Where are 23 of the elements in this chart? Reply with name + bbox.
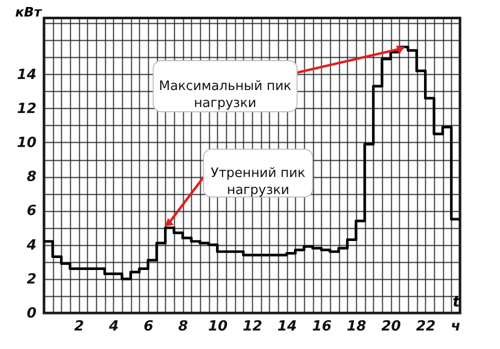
x-tick-label: 6 <box>144 318 154 334</box>
x-tick-label: 4 <box>108 318 119 334</box>
x-tick-label: 12 <box>242 318 262 334</box>
x-tick-label: ч <box>450 318 460 334</box>
y-axis-title: кВт <box>15 6 43 20</box>
x-tick-label: 10 <box>208 318 228 334</box>
x-tick-label: 14 <box>277 318 297 334</box>
x-tick-label: 18 <box>346 318 366 334</box>
y-tick-label: 8 <box>26 169 37 186</box>
y-tick-label: 10 <box>17 134 37 151</box>
x-tick-label: 22 <box>416 318 436 334</box>
y-tick-label: 4 <box>26 237 36 254</box>
x-tick-label: 20 <box>381 318 402 334</box>
y-tick-label: 6 <box>26 203 37 220</box>
y-tick-label: 14 <box>17 66 36 83</box>
y-tick-label: 2 <box>26 271 36 288</box>
x-tick-label: 8 <box>178 318 188 334</box>
annotation: Утренний пик нагрузки <box>210 166 306 198</box>
annotation: Максимальный пик нагрузки <box>158 79 292 112</box>
y-tick-label: 12 <box>17 100 36 117</box>
y-tick-label: 0 <box>26 306 37 322</box>
x-tick-label: 2 <box>74 318 84 334</box>
x-tick-label: 16 <box>312 318 332 334</box>
